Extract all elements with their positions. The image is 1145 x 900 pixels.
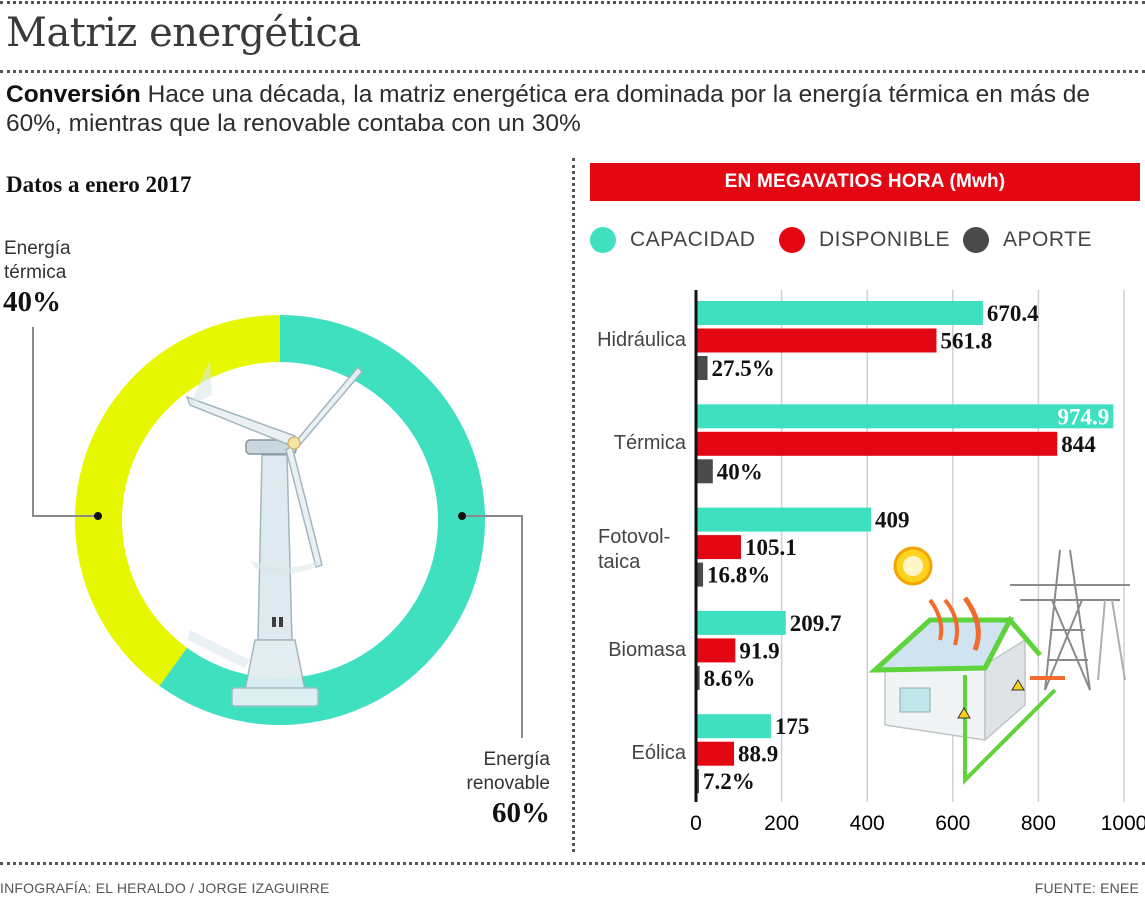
credit-text: INFOGRAFÍA: EL HERALDO / JORGE IZAGUIRRE	[0, 880, 330, 896]
bar-value-label: 670.4	[987, 301, 1039, 326]
category-label: Hidráulica	[576, 328, 686, 353]
bar-value-label: 561.8	[940, 329, 992, 354]
renewable-value: 60%	[492, 797, 550, 829]
thermal-label: Energía térmica	[4, 237, 71, 285]
renewable-leader-dot	[458, 512, 466, 520]
renewable-label: Energía renovable	[420, 748, 550, 796]
bar-value-label: 40%	[717, 459, 763, 484]
legend-aporte: APORTE	[963, 225, 1092, 255]
bar-aporte	[696, 562, 704, 587]
bar-value-label: 16.8%	[707, 563, 770, 588]
category-label: Biomasa	[576, 638, 686, 663]
donut-slice-thermal	[74, 315, 281, 686]
thermal-value: 40%	[3, 286, 61, 318]
category-label: Fotovol-taica	[576, 525, 686, 575]
bar-value-label: 105.1	[745, 535, 797, 560]
bar-disponible	[696, 638, 736, 663]
legend-swatch-capacidad	[590, 227, 616, 253]
bar-disponible	[696, 328, 937, 353]
bar-aporte	[696, 459, 713, 484]
thermal-label-line1: Energía	[4, 238, 71, 259]
title-rule	[0, 70, 1145, 73]
subtitle: Conversión Hace una década, la matriz en…	[6, 80, 1141, 138]
category-label-line: Eólica	[631, 742, 686, 765]
renewable-leader-line	[462, 515, 523, 738]
bar-value-label: 27.5%	[712, 356, 775, 381]
bar-capacidad	[696, 404, 1114, 429]
bar-value-label: 91.9	[739, 638, 779, 663]
donut-heading: Datos a enero 2017	[6, 172, 192, 197]
subtitle-text: Hace una década, la matriz energética er…	[6, 81, 1091, 137]
category-label-line: Biomasa	[608, 638, 686, 661]
category-label: Térmica	[576, 431, 686, 456]
unit-banner: EN MEGAVATIOS HORA (Mwh)	[590, 163, 1140, 201]
bar-value-label: 7.2%	[703, 769, 755, 794]
bars: 670.4 561.8 27.5% 974.9 844 40% 409 105.1 16.8% 2…	[696, 301, 1114, 794]
bar-capacidad	[696, 714, 771, 739]
donut-slice-renewable	[159, 315, 485, 725]
thermal-leader-dot	[94, 512, 102, 520]
renewable-label-line1: Energía	[483, 749, 550, 770]
bar-value-label: 844	[1061, 432, 1096, 457]
wind-turbine-icon	[185, 360, 363, 707]
power-tower-icon	[1010, 549, 1130, 691]
page-title: Matriz energética	[6, 10, 361, 56]
category-label-line: taica	[598, 551, 641, 574]
legend-disponible: DISPONIBLE	[779, 225, 950, 255]
thermal-label-line2: térmica	[4, 262, 67, 283]
x-tick-label: 200	[764, 812, 799, 835]
footer-rule	[0, 862, 1145, 865]
source-text: FUENTE: ENEE	[1034, 880, 1139, 896]
x-tick-label: 600	[935, 812, 970, 835]
bar-aporte	[696, 665, 700, 690]
x-tick-labels: 0 200 400 600 800 1000	[690, 812, 1145, 835]
bar-aporte	[696, 769, 700, 794]
sun-icon	[893, 546, 933, 586]
x-tick-label: 1000	[1101, 812, 1145, 835]
legend-label: CAPACIDAD	[630, 228, 756, 251]
panel-divider	[572, 158, 575, 852]
bar-value-label: 409	[875, 508, 910, 533]
category-label: Eólica	[576, 741, 686, 766]
thermal-leader-line	[32, 327, 98, 517]
bar-capacidad	[696, 507, 872, 532]
bar-aporte	[696, 356, 708, 380]
bar-value-label: 974.9	[1058, 404, 1110, 429]
bar-disponible	[696, 741, 735, 766]
legend-capacidad: CAPACIDAD	[590, 225, 755, 255]
category-label-line: Térmica	[613, 432, 686, 455]
solar-house-power-tower-icon	[868, 546, 1130, 785]
x-tick-label: 0	[690, 812, 702, 835]
legend-swatch-aporte	[963, 227, 989, 253]
x-tick-label: 400	[850, 812, 885, 835]
legend-swatch-disponible	[779, 227, 805, 253]
donut-slices	[74, 315, 485, 725]
bar-value-label: 8.6%	[704, 666, 756, 691]
category-label-line: Hidráulica	[597, 329, 686, 351]
bar-disponible	[696, 431, 1058, 456]
bar-capacidad	[696, 301, 983, 325]
top-rule	[0, 1, 1145, 4]
bar-value-label: 209.7	[790, 611, 842, 636]
donut-chart	[32, 315, 523, 738]
bar-value-label: 88.9	[738, 742, 778, 767]
legend-label: DISPONIBLE	[819, 228, 951, 251]
house-icon	[868, 596, 1065, 785]
bar-disponible	[696, 535, 741, 560]
legend-label: APORTE	[1003, 228, 1092, 251]
x-tick-label: 800	[1021, 812, 1056, 835]
bar-capacidad	[696, 610, 786, 635]
bar-value-label: 175	[775, 714, 810, 739]
category-label-line: Fotovol-	[598, 526, 671, 549]
renewable-label-line2: renovable	[466, 773, 550, 794]
subtitle-lead: Conversión	[6, 81, 141, 108]
